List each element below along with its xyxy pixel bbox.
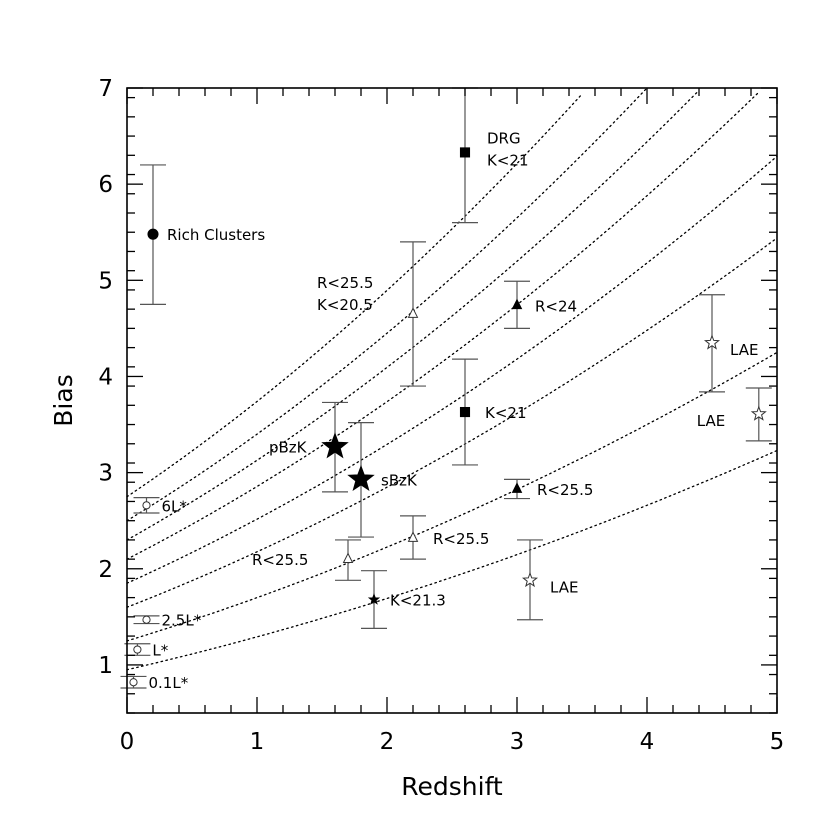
point-label: R<24 xyxy=(535,297,577,315)
y-tick-label: 2 xyxy=(98,557,113,583)
marker-star xyxy=(521,571,539,588)
data-point: 2.5L* xyxy=(133,612,202,630)
marker-circle xyxy=(129,678,138,687)
point-label: 0.1L* xyxy=(149,674,189,692)
marker-square xyxy=(459,147,471,158)
marker-circle xyxy=(142,615,151,624)
point-label: R<25.5 K<20.5 xyxy=(317,274,373,314)
data-point: K<21 xyxy=(452,358,527,466)
y-tick-label: 1 xyxy=(98,653,113,679)
x-axis-title: Redshift xyxy=(401,772,503,801)
data-point: R<25.5 xyxy=(400,515,489,560)
marker-star xyxy=(321,432,349,459)
point-label: pBzK xyxy=(269,439,308,457)
model-curve xyxy=(126,92,759,560)
marker-circle xyxy=(133,645,142,654)
y-tick-label: 4 xyxy=(98,364,113,390)
data-point: R<25.5 K<20.5 xyxy=(317,241,426,387)
y-tick-label: 6 xyxy=(98,172,113,198)
data-point: R<25.5 xyxy=(504,478,593,500)
data-points: Rich Clusters 6L* 2.5L* L* 0.1L* DRG K<21 R<25.… xyxy=(120,87,772,692)
axis-ticks: 0 1 2 3 4 5 1 2 3 4 5 6 7 xyxy=(98,76,784,755)
point-label: R<25.5 xyxy=(252,551,308,569)
x-tick-label: 3 xyxy=(510,729,525,755)
data-point: 6L* xyxy=(133,497,188,515)
point-label: 6L* xyxy=(162,497,188,515)
data-point: L* xyxy=(124,642,169,660)
point-label: 2.5L* xyxy=(162,612,202,630)
point-label: R<25.5 xyxy=(433,530,489,548)
marker-circle xyxy=(147,228,159,240)
data-point: LAE xyxy=(517,539,578,621)
x-tick-label: 2 xyxy=(380,729,395,755)
data-point: DRG K<21 xyxy=(452,87,529,224)
model-curve xyxy=(126,449,778,671)
point-label: DRG K<21 xyxy=(487,129,529,169)
marker-star xyxy=(703,334,721,350)
marker-star xyxy=(750,405,767,421)
marker-triangle xyxy=(511,298,523,310)
point-label: R<25.5 xyxy=(537,481,593,499)
data-point: LAE xyxy=(699,294,758,393)
point-label: LAE xyxy=(730,341,758,359)
point-label: K<21.3 xyxy=(390,592,446,610)
point-label: Rich Clusters xyxy=(167,226,265,244)
x-tick-label: 1 xyxy=(250,729,265,755)
data-point: 0.1L* xyxy=(120,674,189,692)
data-point: LAE xyxy=(697,387,772,442)
model-curve xyxy=(126,155,778,584)
point-label: K<21 xyxy=(485,404,527,422)
data-point: sBzK xyxy=(347,422,418,538)
point-label: L* xyxy=(152,642,168,660)
marker-triangle xyxy=(342,552,354,564)
marker-triangle xyxy=(407,307,419,318)
data-point: Rich Clusters xyxy=(140,164,265,305)
x-tick-label: 0 xyxy=(120,729,135,755)
x-tick-label: 5 xyxy=(770,729,785,755)
y-tick-label: 3 xyxy=(98,461,113,487)
marker-triangle xyxy=(407,531,419,542)
marker-star xyxy=(347,464,375,492)
y-tick-label: 7 xyxy=(98,76,113,102)
model-curve xyxy=(126,351,778,642)
model-curves xyxy=(126,87,778,671)
marker-star xyxy=(367,593,381,605)
marker-circle xyxy=(142,501,151,510)
model-curve xyxy=(126,237,778,608)
y-tick-label: 5 xyxy=(98,268,113,294)
data-point: K<21.3 xyxy=(361,570,446,629)
data-point: R<25.5 xyxy=(252,539,361,581)
x-tick-label: 4 xyxy=(640,729,655,755)
data-point: pBzK xyxy=(269,401,349,493)
data-point: R<24 xyxy=(504,280,577,329)
y-axis-title: Bias xyxy=(49,374,78,426)
marker-triangle xyxy=(511,482,523,493)
point-label: sBzK xyxy=(381,471,418,489)
marker-square xyxy=(459,406,471,418)
point-label: LAE xyxy=(697,412,725,430)
point-label: LAE xyxy=(550,578,578,596)
model-curve xyxy=(126,87,648,522)
plot-frame xyxy=(126,87,778,714)
